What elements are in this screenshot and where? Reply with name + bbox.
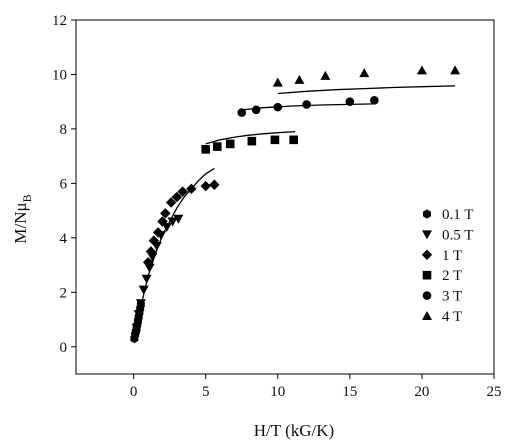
data-point (142, 275, 152, 284)
legend-marker (422, 250, 432, 260)
data-point (302, 100, 311, 109)
x-axis: 0 5 10 15 20 25 (130, 374, 502, 400)
y-tick-label: 8 (60, 122, 68, 138)
x-axis-label: H/T (kG/K) (254, 421, 334, 440)
data-point (226, 140, 235, 149)
data-point (289, 136, 298, 145)
y-axis-label-main: M/Nμ (11, 202, 30, 243)
legend-marker (422, 230, 432, 239)
legend-marker (423, 271, 432, 280)
legend-marker (423, 291, 432, 300)
x-tick-label: 0 (130, 384, 138, 400)
y-tick-label: 12 (52, 13, 67, 29)
y-axis-label: M/NμB (11, 194, 34, 243)
data-point (139, 286, 149, 295)
data-point (450, 65, 460, 74)
legend-label: 0.5 T (442, 227, 473, 243)
fit-curves (134, 86, 455, 339)
y-tick-label: 2 (60, 285, 68, 301)
legend-label: 3 T (442, 289, 462, 305)
y-tick-label: 6 (60, 176, 68, 192)
legend-marker (422, 311, 432, 320)
legend-label: 0.1 T (442, 207, 473, 223)
fit-curve (134, 168, 215, 338)
data-point (359, 68, 369, 77)
x-tick-label: 15 (342, 384, 357, 400)
y-axis-label-subscript: B (20, 194, 34, 202)
data-point (294, 75, 304, 84)
data-point (346, 97, 355, 106)
legend-label: 1 T (442, 248, 462, 264)
data-point (201, 145, 210, 154)
y-axis: 0 2 4 6 8 10 12 (52, 13, 76, 356)
data-point (273, 103, 282, 112)
x-tick-label: 5 (202, 384, 210, 400)
data-point (160, 208, 170, 218)
data-point (237, 108, 246, 117)
fit-curve (278, 86, 455, 94)
data-point (213, 142, 222, 151)
legend: 0.1 T 0.5 T 1 T 2 T 3 T 4 T (422, 207, 474, 325)
legend-label: 4 T (442, 309, 462, 325)
y-tick-label: 10 (52, 67, 67, 83)
data-point (320, 71, 330, 80)
data-point (248, 137, 257, 146)
data-point (209, 180, 219, 190)
data-point (201, 181, 211, 191)
legend-label: 2 T (442, 268, 462, 284)
x-tick-label: 10 (270, 384, 285, 400)
data-point (370, 96, 379, 105)
data-point (273, 78, 283, 87)
data-point (252, 106, 261, 115)
legend-marker (423, 209, 431, 218)
x-tick-label: 20 (414, 384, 429, 400)
y-tick-label: 0 (60, 340, 68, 356)
y-tick-label: 4 (60, 231, 68, 247)
x-tick-label: 25 (487, 384, 502, 400)
data-point (271, 136, 280, 145)
data-point (417, 65, 427, 74)
